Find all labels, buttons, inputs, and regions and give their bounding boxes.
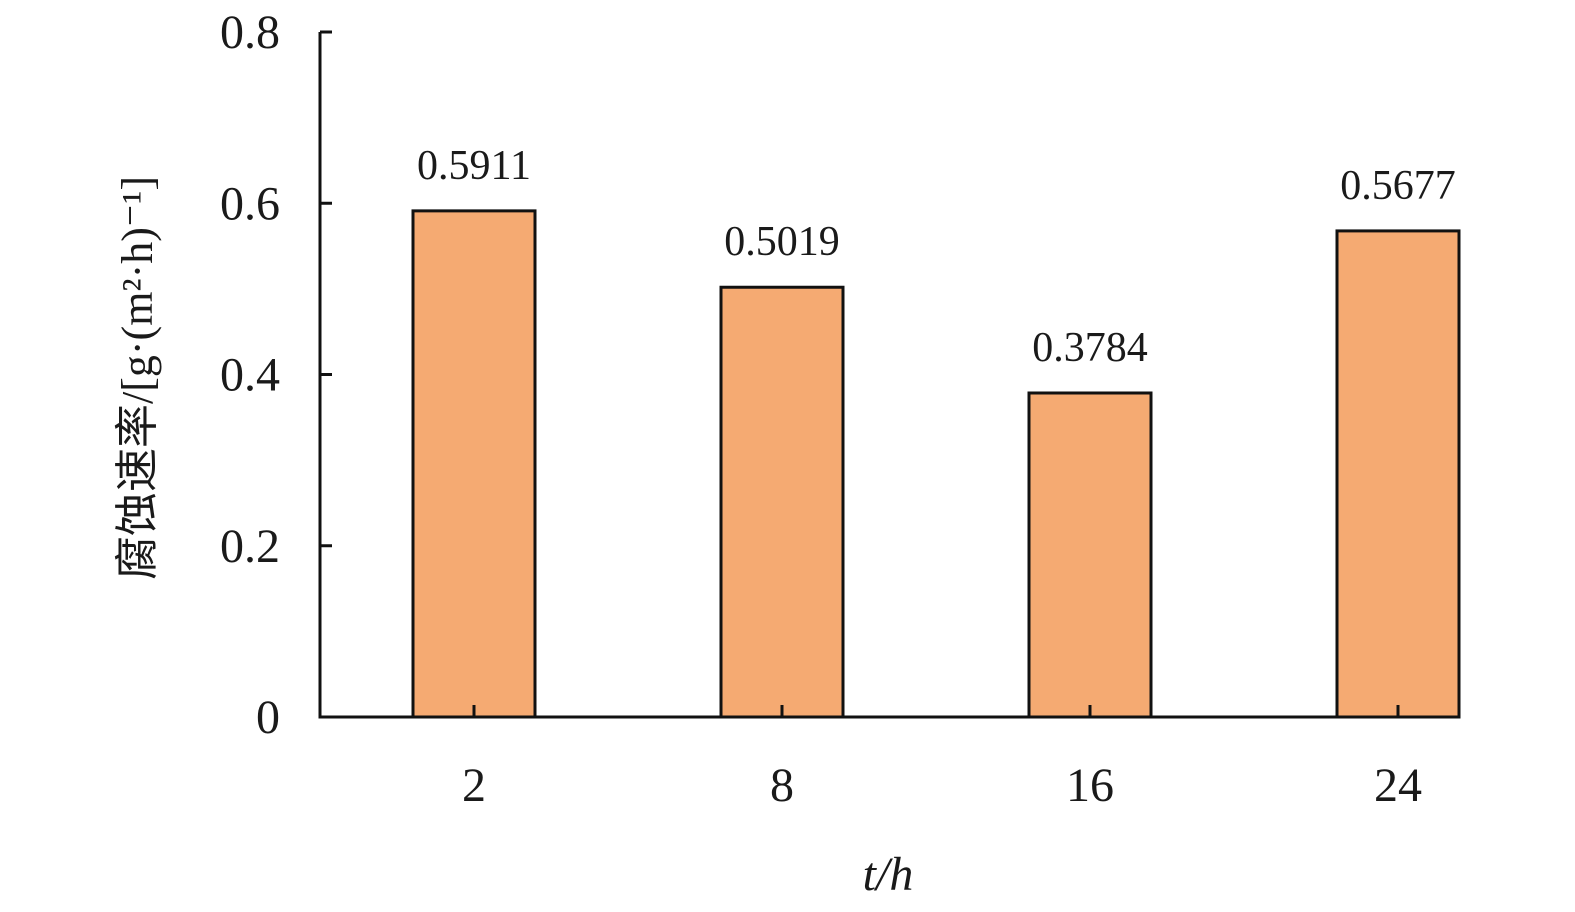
y-tick-label: 0.6 — [220, 177, 280, 230]
data-label: 0.5911 — [417, 143, 531, 189]
bar — [719, 285, 845, 719]
x-tick-label: 16 — [1066, 759, 1114, 812]
bar — [411, 209, 537, 719]
x-tick-label: 2 — [462, 759, 486, 812]
x-axis-label: t/h — [863, 848, 914, 901]
data-label: 0.5019 — [724, 219, 840, 265]
x-tick-label: 24 — [1374, 759, 1422, 812]
data-label: 0.3784 — [1032, 325, 1148, 371]
y-tick-label: 0.8 — [220, 6, 280, 59]
y-tick-label: 0.2 — [220, 520, 280, 573]
data-label: 0.5677 — [1340, 163, 1456, 209]
y-axis-label: 腐蚀速率/[g·(m²·h)⁻¹] — [113, 176, 162, 580]
x-tick-label: 8 — [770, 759, 794, 812]
y-tick-label: 0 — [256, 691, 280, 744]
bar — [1335, 229, 1461, 719]
y-tick-label: 0.4 — [220, 349, 280, 402]
bar — [1027, 391, 1153, 719]
